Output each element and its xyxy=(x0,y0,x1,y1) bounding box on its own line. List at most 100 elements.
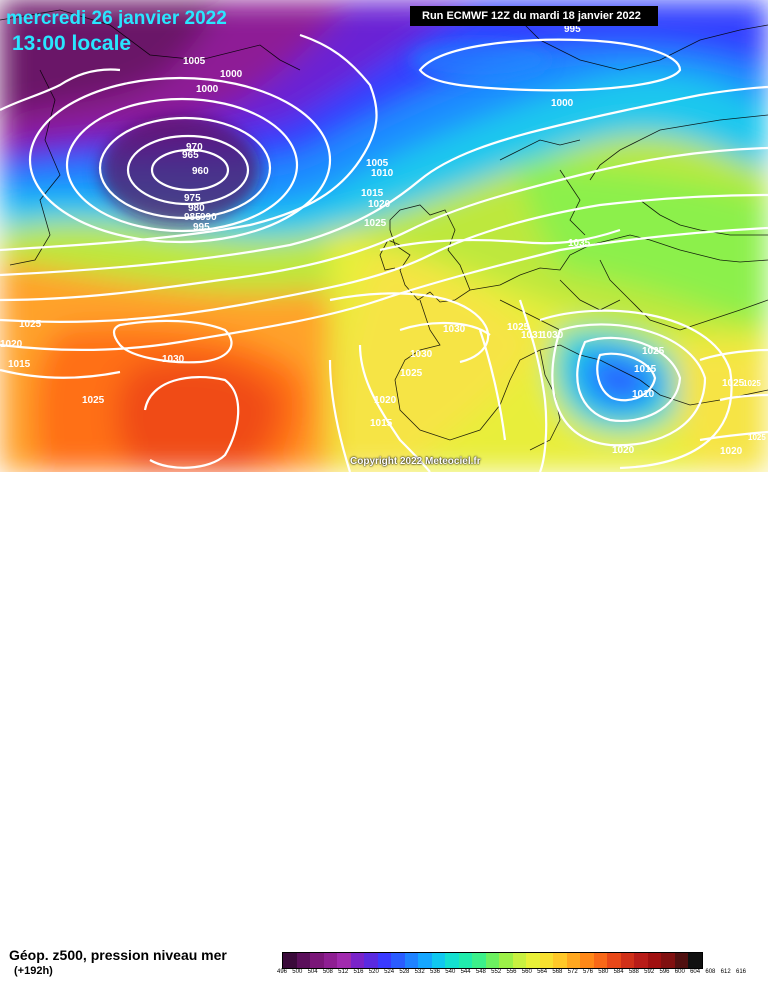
isobar-label: 1010 xyxy=(371,168,394,179)
color-scale-cell xyxy=(391,953,405,968)
isobar-label: 1025 xyxy=(364,218,387,229)
color-scale-cell xyxy=(620,953,634,968)
isobar-labels: 995 1005 1000 1000 970 965 960 975 980 9… xyxy=(0,24,766,457)
isobar-label: 985 xyxy=(184,212,201,223)
isobar-label: 1015 xyxy=(8,359,31,370)
color-scale-tick: 540 xyxy=(445,969,456,975)
color-scale-cell xyxy=(485,953,499,968)
color-scale-tick: 572 xyxy=(567,969,578,975)
color-scale-cell xyxy=(458,953,472,968)
color-scale-tick: 596 xyxy=(659,969,670,975)
isobar-label: 960 xyxy=(192,166,209,177)
color-scale-tick: 524 xyxy=(384,969,395,975)
color-scale-cell xyxy=(323,953,337,968)
color-scale-cell xyxy=(634,953,648,968)
color-scale-cell xyxy=(404,953,418,968)
color-scale-tick: 500 xyxy=(292,969,303,975)
map-canvas: 995 1005 1000 1000 970 965 960 975 980 9… xyxy=(0,0,768,472)
isobar-label: 1025 xyxy=(743,379,761,388)
color-scale-tick: 576 xyxy=(582,969,594,975)
color-scale-cell xyxy=(512,953,526,968)
color-scale-tick: 544 xyxy=(460,969,471,975)
color-scale-cell xyxy=(418,953,432,968)
color-scale-cell xyxy=(431,953,445,968)
isobar-label: 1025 xyxy=(722,378,745,389)
isobar-label: 1020 xyxy=(374,395,397,406)
color-scale-tick: 496 xyxy=(276,969,288,975)
copyright-label: Copyright 2022 Meteociel.fr xyxy=(350,456,481,467)
isobar-label: 1000 xyxy=(551,98,574,109)
color-scale-tick: 564 xyxy=(537,969,548,975)
isobar-label: 1020 xyxy=(0,339,23,350)
color-scale-tick: 588 xyxy=(628,969,639,975)
color-scale-tick: 592 xyxy=(644,969,655,975)
color-scale-tick: 604 xyxy=(690,969,701,975)
color-scale-cell xyxy=(539,953,553,968)
color-scale-ticks: 496 500 504 508 512 516 520 524 528 532 536 540 544 5… xyxy=(277,969,758,981)
color-scale-cell xyxy=(607,953,621,968)
isobar-label: 1025 xyxy=(507,322,530,333)
isobar-label: 1030 xyxy=(541,330,564,341)
isobar-label: 1025 xyxy=(400,368,423,379)
isobar-label: 1015 xyxy=(634,364,657,375)
color-scale-cell xyxy=(337,953,351,968)
color-scale-tick: 552 xyxy=(491,969,502,975)
variable-title: Géop. z500, pression niveau mer xyxy=(9,947,227,963)
isobar-label: 995 xyxy=(564,24,581,35)
isobar-label: 1015 xyxy=(370,418,393,429)
color-scale-tick: 568 xyxy=(552,969,563,975)
color-scale-cell xyxy=(364,953,378,968)
color-scale-tick: 504 xyxy=(307,969,318,975)
color-scale-cell xyxy=(593,953,607,968)
isobar-label: 1010 xyxy=(632,389,655,400)
isobar-label: 1005 xyxy=(366,158,389,169)
isobar-label: 1030 xyxy=(443,324,466,335)
color-scale-cell xyxy=(553,953,567,968)
isobar-label: 1020 xyxy=(720,446,743,457)
isobar-label: 975 xyxy=(184,193,201,204)
color-scale-tick: 584 xyxy=(613,969,624,975)
weather-map: 995 1005 1000 1000 970 965 960 975 980 9… xyxy=(0,0,768,472)
color-scale-cell xyxy=(377,953,391,968)
color-scale-tick: 560 xyxy=(521,969,532,975)
isobar-label: 1025 xyxy=(19,319,42,330)
color-scale-tick: 508 xyxy=(322,969,333,975)
color-scale-cell xyxy=(296,953,310,968)
isobar-label: 1020 xyxy=(612,445,635,456)
isobar-label: 1025 xyxy=(82,395,105,406)
isobar-label: 1025 xyxy=(642,346,665,357)
color-scale-tick: 512 xyxy=(338,969,349,975)
color-scale-cell xyxy=(647,953,661,968)
forecast-lead-time: (+192h) xyxy=(14,965,53,977)
isobar-label: 1005 xyxy=(183,56,206,67)
isobar-label: 1000 xyxy=(196,84,219,95)
isobar-label: 1035 xyxy=(568,238,591,249)
color-scale-cell xyxy=(472,953,486,968)
isobar-label: 1031 xyxy=(521,330,544,341)
color-scale-tick: 616 xyxy=(735,969,747,975)
color-scale-tick: 520 xyxy=(368,969,379,975)
isobar-label: 1015 xyxy=(361,188,384,199)
color-scale-cell xyxy=(580,953,594,968)
isobar-label: 990 xyxy=(200,212,217,223)
color-scale-cell xyxy=(310,953,324,968)
color-scale-cell xyxy=(526,953,540,968)
color-scale-cell xyxy=(661,953,675,968)
legend-footer: Géop. z500, pression niveau mer (+192h) … xyxy=(0,472,768,977)
color-scale-tick: 556 xyxy=(506,969,517,975)
isobar-label: 965 xyxy=(182,150,199,161)
color-scale-cell xyxy=(566,953,580,968)
color-scale-tick: 528 xyxy=(399,969,410,975)
color-scale-tick: 548 xyxy=(475,969,486,975)
color-scale-cell xyxy=(674,953,688,968)
color-scale xyxy=(282,952,703,969)
forecast-date: mercredi 26 janvier 2022 xyxy=(6,8,227,29)
color-scale-cell xyxy=(283,953,297,968)
isobar-label: 1030 xyxy=(410,349,433,360)
isobar-label: 1025 xyxy=(748,433,766,442)
forecast-time: 13:00 locale xyxy=(12,32,132,55)
color-scale-cell xyxy=(688,953,702,968)
color-scale-tick: 532 xyxy=(414,969,425,975)
isobar-label: 995 xyxy=(193,222,210,233)
color-scale-tick: 580 xyxy=(598,969,609,975)
